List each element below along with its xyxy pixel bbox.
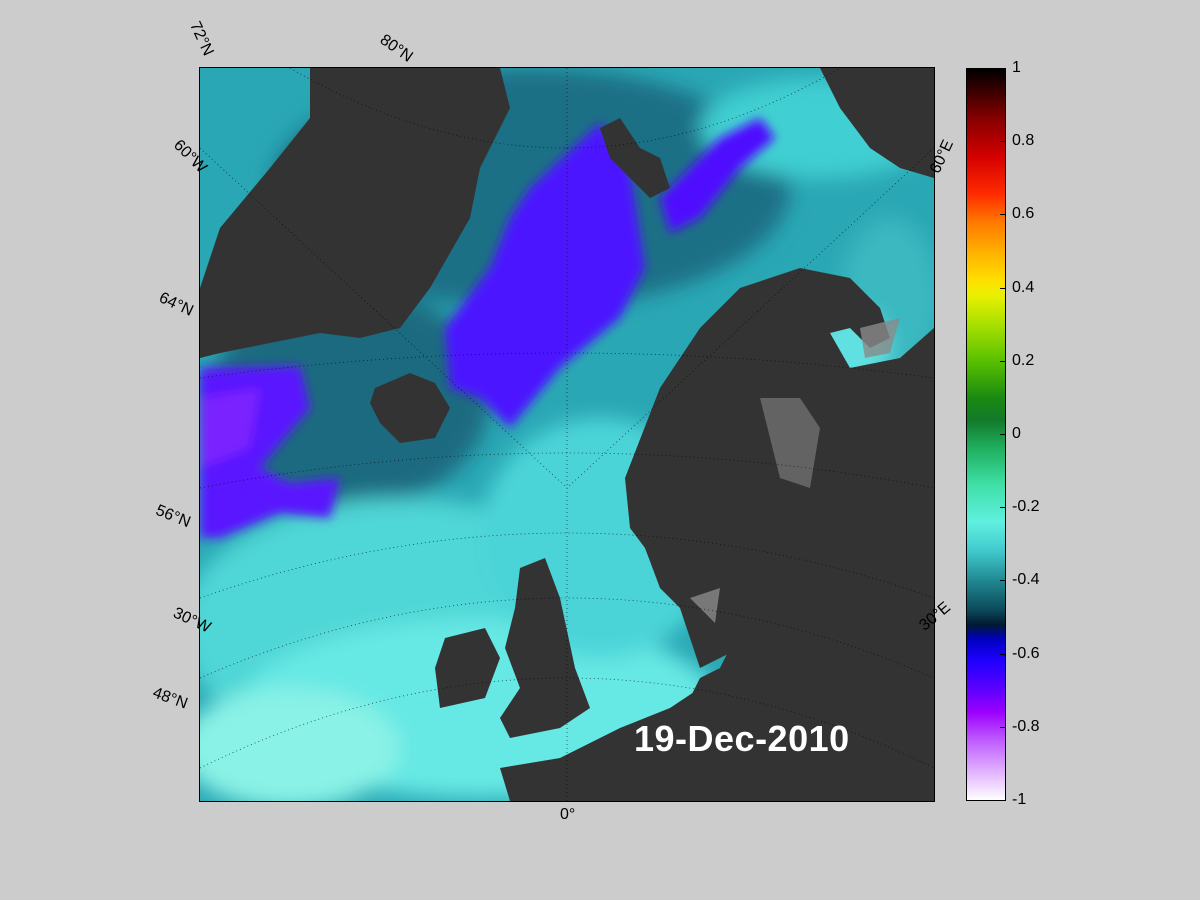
- colorbar-tick-label: -0.8: [1012, 717, 1040, 735]
- graticule: [200, 68, 934, 801]
- colorbar-tickmark: [1000, 141, 1006, 143]
- colorbar-tick-label: 0.2: [1012, 351, 1035, 369]
- ice-cover: [690, 318, 900, 623]
- colorbar-tickmark: [1000, 726, 1006, 728]
- label-lat-80n: 80°N: [376, 31, 416, 66]
- colorbar-tick-label: 1: [1012, 59, 1021, 76]
- colorbar-tickmark: [1000, 580, 1006, 582]
- colorbar-tick-label: -0.2: [1012, 498, 1040, 516]
- colorbar-tick-label: -0.4: [1012, 571, 1040, 589]
- colorbar-tickmark: [1000, 507, 1006, 509]
- label-lat-56n: 56°N: [153, 501, 193, 532]
- colorbar-tickmark: [1000, 214, 1006, 216]
- label-lat-72n: 72°N: [186, 18, 217, 59]
- map-panel: [199, 67, 935, 802]
- label-lon-0: 0°: [560, 806, 576, 823]
- colorbar-tick-label: 0: [1012, 425, 1021, 442]
- colorbar-tick-label: -1: [1012, 791, 1027, 808]
- colorbar-tickmark: [1000, 800, 1006, 801]
- colorbar-tick-label: 0.8: [1012, 132, 1035, 150]
- colorbar-tick-label: 0.6: [1012, 205, 1035, 223]
- colorbar-tickmark: [1000, 434, 1006, 435]
- label-lat-64n: 64°N: [156, 289, 196, 320]
- negative-anomaly-patches: [200, 118, 775, 538]
- colorbar-tickmark: [1000, 360, 1006, 362]
- colorbar-tickmark: [1000, 287, 1006, 289]
- label-lat-48n: 48°N: [150, 684, 190, 713]
- date-label: 19-Dec-2010: [634, 718, 850, 759]
- colorbar-tick-label: 0.4: [1012, 278, 1035, 296]
- colorbar-tick-label: -0.6: [1012, 644, 1040, 662]
- anomaly-map: [200, 68, 934, 801]
- land-masses: [200, 68, 934, 801]
- colorbar-tickmark: [1000, 653, 1006, 655]
- colorbar-tickmark: [1000, 68, 1006, 69]
